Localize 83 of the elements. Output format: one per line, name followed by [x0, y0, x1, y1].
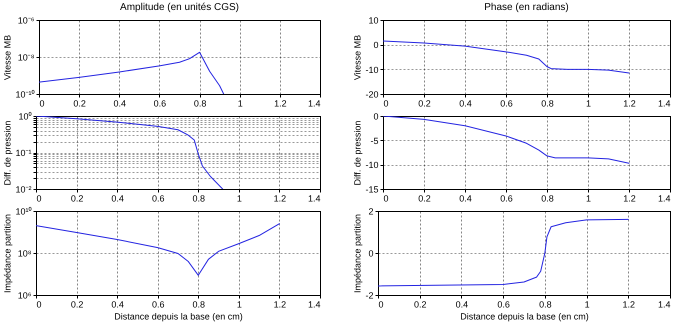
x-tick-label: 1.2: [622, 300, 636, 310]
x-tick-label: 0.4: [111, 194, 124, 204]
y-tick-label: 10¹⁰: [15, 206, 32, 216]
x-tick-label: 0.6: [154, 98, 166, 108]
x-tick-label: 0.8: [541, 98, 554, 108]
x-axis-title: Distance depuis la base (en cm): [114, 312, 243, 322]
x-tick-label: 1.4: [658, 300, 670, 310]
y-tick-label: -10: [365, 160, 378, 170]
x-tick-label: 1.4: [308, 194, 320, 204]
y-axis-title: Vitesse MB: [2, 34, 12, 80]
line-series: [378, 218, 629, 286]
y-axis-title: Diff. de pression: [2, 120, 12, 186]
y-tick-label: 0: [373, 40, 378, 50]
x-tick-label: 0.2: [418, 98, 431, 108]
y-axis-title: Impédance partition: [2, 214, 12, 294]
x-tick-label: 0.2: [73, 98, 86, 108]
x-tick-label: 0.2: [414, 300, 426, 310]
y-axis-title: Vitesse MB: [352, 34, 362, 80]
x-tick-label: 0.6: [497, 300, 510, 310]
y-tick-label: 0: [368, 248, 374, 258]
chart-title: Amplitude (en unités CGS): [120, 2, 239, 13]
x-tick-label: 1.2: [623, 194, 636, 204]
x-tick-label: 0.4: [459, 194, 472, 204]
line-series: [383, 40, 630, 74]
x-tick-label: 0.4: [456, 300, 468, 310]
y-tick-label: 10⁻¹: [15, 148, 32, 158]
line-series: [383, 116, 630, 164]
y-tick-label: 10⁶: [18, 290, 32, 300]
x-tick-label: 0.2: [70, 194, 84, 204]
x-tick-label: 1.4: [658, 194, 670, 204]
x-tick-label: 1.2: [274, 194, 286, 204]
x-tick-label: 0.6: [500, 194, 513, 204]
line-series: [36, 223, 280, 276]
x-tick-label: 1: [236, 194, 242, 204]
x-tick-label: 1: [586, 194, 592, 204]
y-axis-title: Impédance partition: [352, 214, 362, 294]
line-series: [39, 52, 224, 94]
x-tick-label: 0: [40, 98, 45, 108]
x-tick-label: 0.4: [114, 98, 126, 108]
x-tick-label: 1.2: [623, 98, 636, 108]
y-tick-label: 10⁻⁶: [18, 16, 35, 26]
x-tick-label: 1.2: [274, 300, 286, 310]
y-tick-label: -2: [365, 290, 374, 300]
x-axis-title: Distance depuis la base (en cm): [460, 312, 589, 322]
x-tick-label: 0: [384, 194, 389, 204]
x-tick-label: 0: [36, 194, 42, 204]
y-tick-label: -5: [370, 136, 378, 146]
y-tick-label: -15: [365, 184, 378, 194]
y-tick-label: 10: [368, 16, 378, 26]
x-tick-label: 1.2: [274, 98, 287, 108]
y-tick-label: 10⁻⁸: [18, 52, 35, 62]
x-tick-label: 0.2: [70, 300, 84, 310]
x-tick-label: 1.4: [658, 98, 670, 108]
x-tick-label: 0.2: [418, 194, 431, 204]
x-tick-label: 0.6: [152, 300, 164, 310]
y-tick-label: -10: [365, 64, 378, 75]
y-tick-label: 10⁻²: [15, 184, 32, 194]
line-series: [36, 116, 224, 189]
x-tick-label: 0: [384, 98, 389, 108]
y-tick-label: 2: [368, 206, 374, 216]
x-tick-label: 1: [236, 300, 242, 310]
x-tick-label: 0.8: [192, 194, 206, 204]
chart-title: Phase (en radians): [484, 2, 569, 13]
x-tick-label: 1.4: [308, 300, 320, 310]
x-tick-label: 1: [586, 98, 592, 108]
x-tick-label: 0.8: [194, 98, 206, 108]
y-tick-label: 10⁻¹⁰: [15, 90, 34, 100]
y-tick-label: 10⁸: [18, 248, 32, 258]
y-axis-title: Diff. de pression: [352, 120, 362, 186]
x-tick-label: 0.6: [152, 194, 164, 204]
y-tick-label: 0: [373, 112, 378, 122]
y-tick-label: -20: [365, 90, 378, 100]
x-tick-label: 0.8: [192, 300, 206, 310]
x-tick-label: 0: [36, 300, 42, 310]
x-tick-label: 0.8: [539, 300, 552, 310]
x-tick-label: 1.4: [308, 98, 320, 108]
x-tick-label: 0.6: [500, 98, 513, 108]
y-tick-label: 10⁰: [18, 112, 32, 122]
x-tick-label: 0.4: [459, 98, 472, 108]
x-tick-label: 1: [584, 300, 590, 310]
x-tick-label: 0.4: [111, 300, 124, 310]
x-tick-label: 1: [238, 98, 243, 108]
x-tick-label: 0.8: [541, 194, 554, 204]
